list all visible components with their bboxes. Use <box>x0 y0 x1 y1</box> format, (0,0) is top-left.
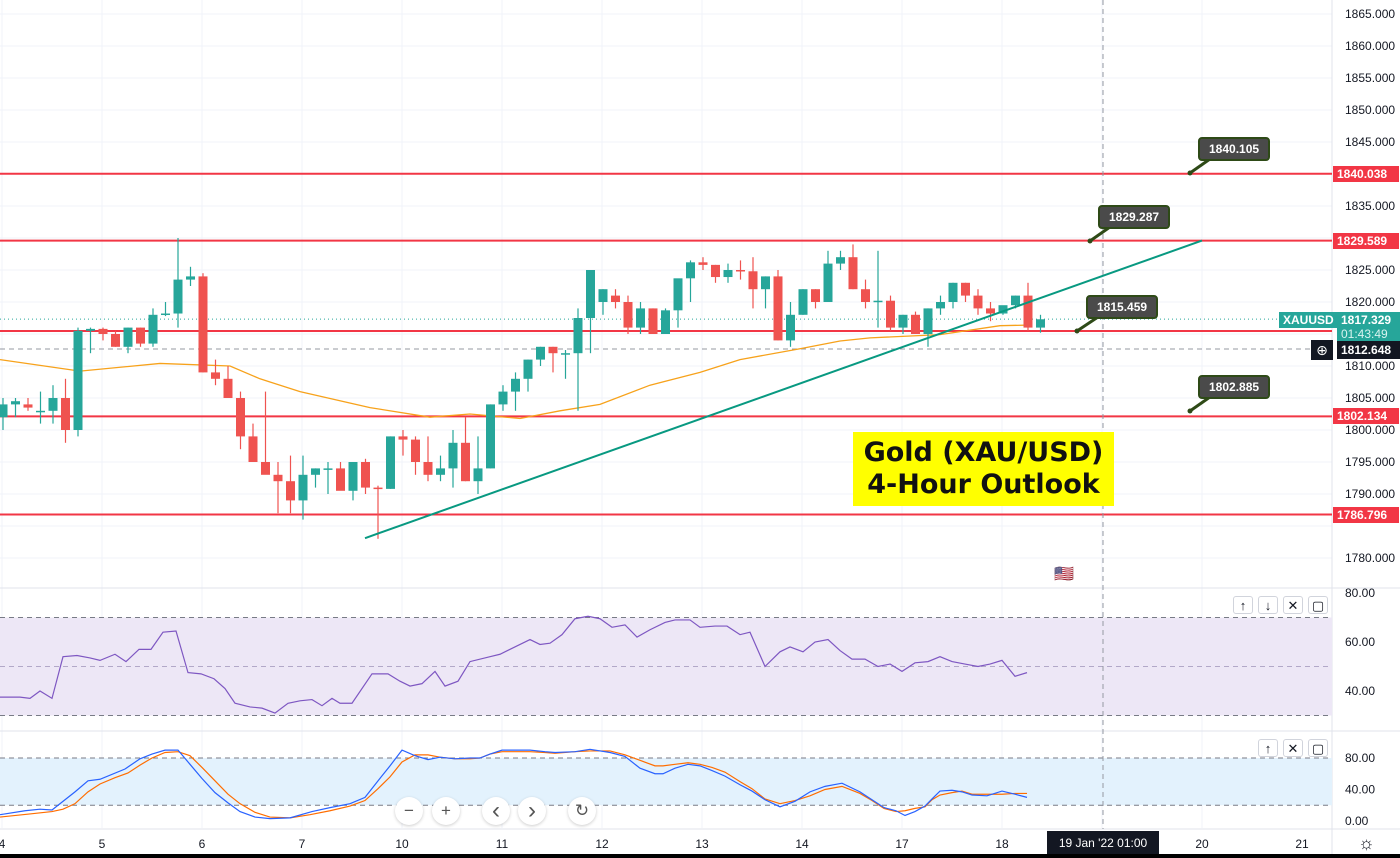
title-line-2: 4-Hour Outlook <box>867 469 1100 500</box>
svg-text:10: 10 <box>395 837 409 851</box>
price-callout: 1829.287 <box>1098 205 1171 229</box>
svg-text:1790.000: 1790.000 <box>1345 487 1395 501</box>
svg-text:0.00: 0.00 <box>1345 814 1369 828</box>
svg-text:40.00: 40.00 <box>1345 684 1375 698</box>
zoom-in-button[interactable]: + <box>432 797 460 825</box>
svg-text:5: 5 <box>99 837 106 851</box>
crosshair-add-icon[interactable]: ⊕ <box>1311 340 1333 360</box>
last-price-tag: 1817.329 <box>1337 312 1400 328</box>
svg-text:12: 12 <box>595 837 609 851</box>
svg-text:17: 17 <box>895 837 909 851</box>
level-price-tag: 1840.038 <box>1333 165 1399 182</box>
event-flags-icon[interactable]: 🇺🇸 <box>1054 566 1074 583</box>
svg-text:1835.000: 1835.000 <box>1345 199 1395 213</box>
crosshair-price-tag: 1812.648 <box>1337 341 1400 359</box>
scroll-right-button[interactable]: › <box>518 797 546 825</box>
svg-text:1860.000: 1860.000 <box>1345 39 1395 53</box>
svg-text:13: 13 <box>695 837 709 851</box>
rsi-move-up-button[interactable]: ↑ <box>1233 596 1253 614</box>
reset-chart-button[interactable]: ↻ <box>568 797 596 825</box>
title-line-1: Gold (XAU/USD) <box>863 437 1104 468</box>
rsi-close-button[interactable]: ✕ <box>1283 596 1303 614</box>
rsi-maximize-button[interactable]: ▢ <box>1308 596 1328 614</box>
svg-text:1850.000: 1850.000 <box>1345 103 1395 117</box>
svg-text:1855.000: 1855.000 <box>1345 71 1395 85</box>
svg-text:1820.000: 1820.000 <box>1345 295 1395 309</box>
level-price-tag: 1786.796 <box>1333 506 1399 523</box>
svg-text:11: 11 <box>496 837 509 851</box>
svg-text:80.00: 80.00 <box>1345 586 1375 600</box>
chart-title-box: Gold (XAU/USD) 4-Hour Outlook <box>853 432 1114 506</box>
settings-gear-icon[interactable]: ☼ <box>1358 833 1375 853</box>
countdown-tag: 01:43:49 <box>1337 326 1400 342</box>
svg-text:1795.000: 1795.000 <box>1345 455 1395 469</box>
symbol-tag: XAUUSD <box>1279 312 1338 328</box>
svg-text:6: 6 <box>199 837 206 851</box>
svg-text:1805.000: 1805.000 <box>1345 391 1395 405</box>
svg-text:1825.000: 1825.000 <box>1345 263 1395 277</box>
svg-text:1800.000: 1800.000 <box>1345 423 1395 437</box>
zoom-out-button[interactable]: − <box>395 797 423 825</box>
bottom-border <box>0 854 1400 858</box>
crosshair-time-tag: 19 Jan '22 01:00 <box>1047 831 1159 855</box>
svg-text:1780.000: 1780.000 <box>1345 551 1395 565</box>
svg-text:20: 20 <box>1195 837 1209 851</box>
price-callout: 1802.885 <box>1198 375 1271 399</box>
svg-text:1845.000: 1845.000 <box>1345 135 1395 149</box>
level-price-tag: 1802.134 <box>1333 408 1399 425</box>
svg-text:1810.000: 1810.000 <box>1345 359 1395 373</box>
svg-text:7: 7 <box>299 837 306 851</box>
svg-text:80.00: 80.00 <box>1345 751 1375 765</box>
rsi-move-down-button[interactable]: ↓ <box>1258 596 1278 614</box>
svg-text:14: 14 <box>795 837 809 851</box>
stoch-move-up-button[interactable]: ↑ <box>1258 739 1278 757</box>
svg-text:1865.000: 1865.000 <box>1345 7 1395 21</box>
svg-text:21: 21 <box>1295 837 1309 851</box>
svg-text:60.00: 60.00 <box>1345 635 1375 649</box>
svg-text:40.00: 40.00 <box>1345 783 1375 797</box>
svg-text:4: 4 <box>0 837 6 851</box>
stoch-maximize-button[interactable]: ▢ <box>1308 739 1328 757</box>
level-price-tag: 1829.589 <box>1333 232 1399 249</box>
price-callout: 1840.105 <box>1198 137 1271 161</box>
scroll-left-button[interactable]: ‹ <box>482 797 510 825</box>
price-callout: 1815.459 <box>1086 295 1159 319</box>
stoch-close-button[interactable]: ✕ <box>1283 739 1303 757</box>
svg-text:18: 18 <box>995 837 1009 851</box>
